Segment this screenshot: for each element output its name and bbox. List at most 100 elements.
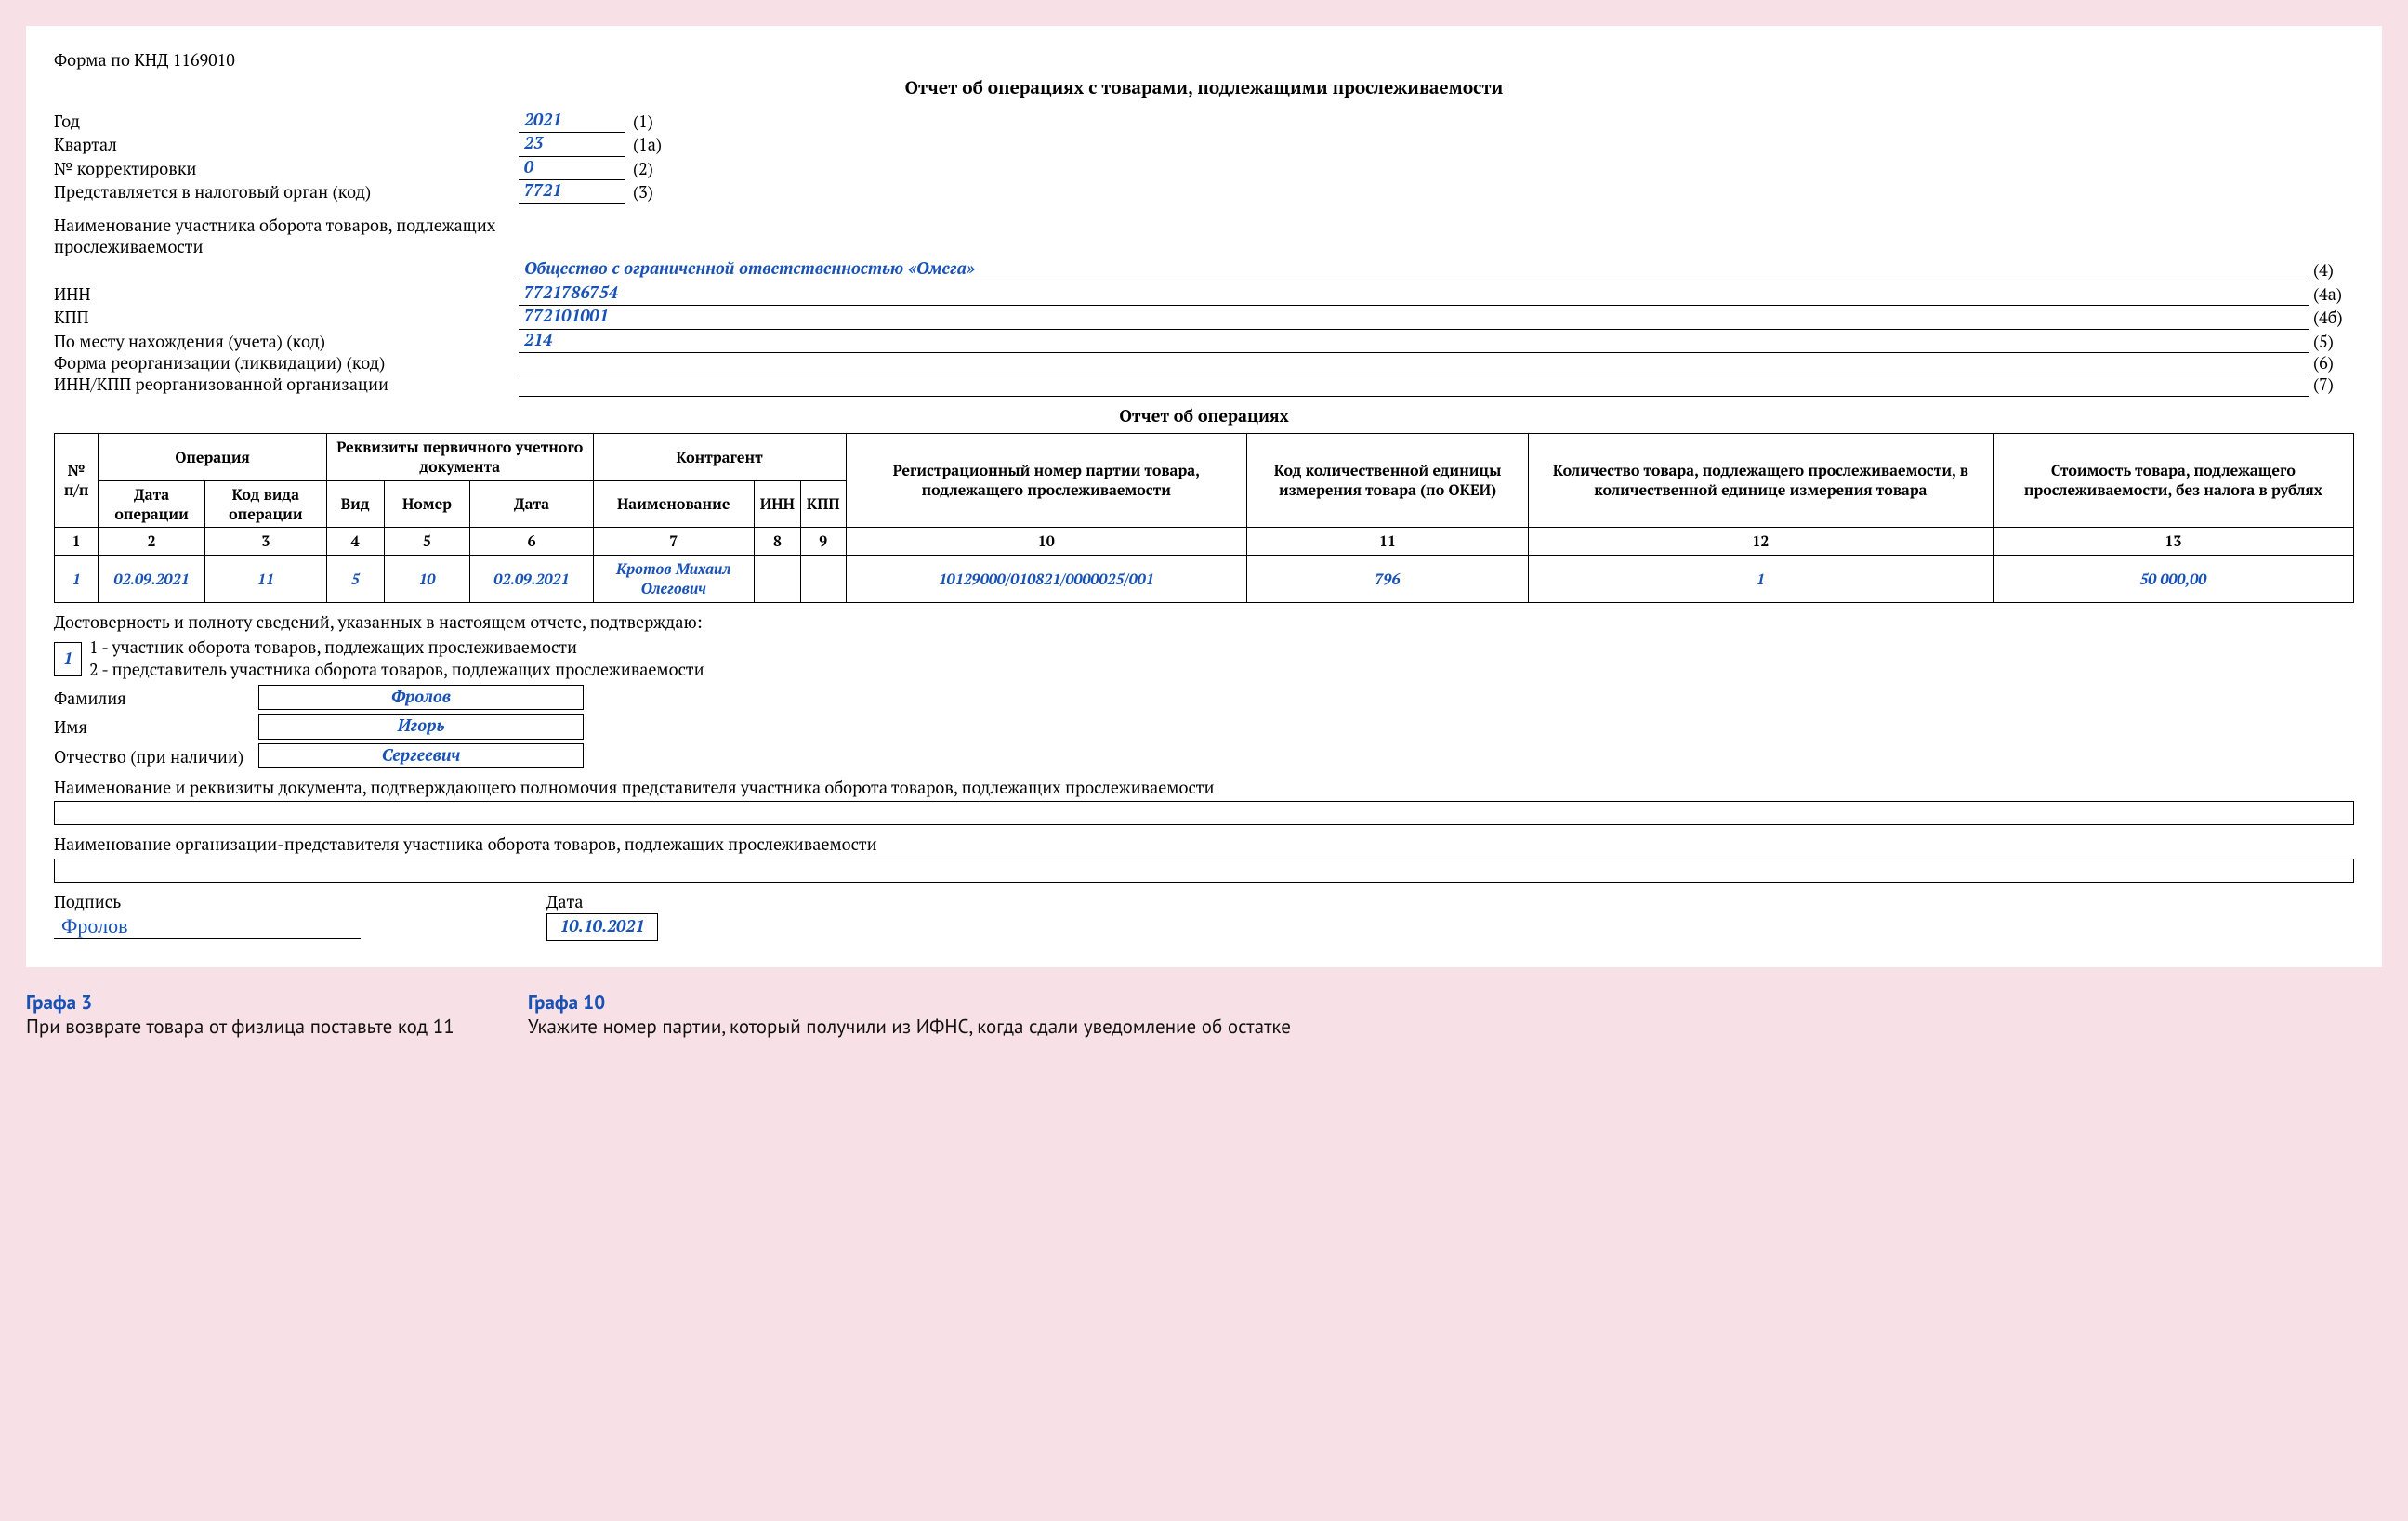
cell-c-name: Кротов Михаил Олегович	[593, 556, 754, 603]
hdr-label: № корректировки	[54, 159, 519, 180]
col-primary: Реквизиты первичного учетного документа	[326, 434, 593, 481]
hdr-label: КПП	[54, 308, 519, 329]
cell-reg: 10129000/010821/0000025/001	[846, 556, 1247, 603]
cell-op-code: 11	[204, 556, 326, 603]
hint-col10: Графа 10 Укажите номер партии, который п…	[528, 990, 1291, 1040]
cell-op-date: 02.09.2021	[99, 556, 205, 603]
hdr-label: Представляется в налоговый орган (код)	[54, 182, 519, 203]
operations-table: № п/п Операция Реквизиты первичного учет…	[54, 433, 2354, 603]
hdr-value: 2021	[519, 110, 625, 133]
colnum: 4	[326, 528, 384, 556]
confirm-text: Достоверность и полноту сведений, указан…	[54, 612, 2354, 634]
cell-unit: 796	[1247, 556, 1529, 603]
hdr-num: (4)	[2309, 260, 2354, 282]
colnum: 7	[593, 528, 754, 556]
participant-name-intro: Наименование участника оборота товаров, …	[54, 216, 519, 259]
report-title: Отчет об операциях с товарами, подлежащи…	[54, 77, 2354, 100]
hdr-value: 0	[519, 157, 625, 180]
signature-label: Подпись	[54, 892, 546, 913]
name-label: Имя	[54, 717, 258, 739]
col-op-code: Код вида операции	[204, 480, 326, 528]
colnum: 5	[384, 528, 470, 556]
org-rep-label: Наименование организации-представителя у…	[54, 834, 2354, 856]
col-operation: Операция	[99, 434, 327, 481]
colnum: 10	[846, 528, 1247, 556]
hdr-value: 214	[519, 330, 2309, 353]
colnum: 12	[1529, 528, 1994, 556]
signature-line: Фролов	[54, 913, 361, 939]
date-value: 10.10.2021	[546, 913, 658, 940]
col-qty: Количество товара, подлежащего прослежив…	[1529, 434, 1994, 528]
hdr-value: 772101001	[519, 306, 2309, 329]
col-op-date: Дата операции	[99, 480, 205, 528]
col-unit: Код коли­чественной единицы измерения то…	[1247, 434, 1529, 528]
hdr-value	[519, 377, 2309, 397]
colnum: 6	[470, 528, 593, 556]
signature-value: Фролов	[54, 914, 127, 938]
date-label: Дата	[546, 892, 732, 913]
hdr-num: (7)	[2309, 374, 2354, 396]
cell-p-kind: 5	[326, 556, 384, 603]
hint-col3: Графа 3 При возврате товара от физлица п…	[26, 990, 472, 1040]
hdr-reorg-form: Форма реорганизации (ликвидации) (код) (…	[54, 353, 2354, 374]
hdr-num: (6)	[2309, 353, 2354, 374]
hdr-reorg-inn-kpp: ИНН/КПП реорганизованной организации (7)	[54, 374, 2354, 396]
hdr-tax-auth: Представляется в налоговый орган (код) 7…	[54, 180, 2354, 203]
form-page: Форма по КНД 1169010 Отчет об операциях …	[26, 26, 2382, 967]
hdr-label: Форма реорганизации (ликвидации) (код)	[54, 353, 519, 374]
cell-qty: 1	[1529, 556, 1994, 603]
hdr-num: (1а)	[625, 135, 662, 156]
hint-title: Графа 10	[528, 990, 1291, 1015]
hdr-year: Год 2021 (1)	[54, 110, 2354, 133]
hdr-label: Год	[54, 111, 519, 133]
colnum: 8	[754, 528, 800, 556]
confirm-block: Достоверность и полноту сведений, указан…	[54, 612, 2354, 941]
col-cost: Стоимость товара, подлежащего прослежива…	[1993, 434, 2353, 528]
name-value: Игорь	[258, 714, 584, 739]
org-rep-box	[54, 859, 2354, 883]
hdr-num: (4б)	[2309, 308, 2354, 329]
hdr-correction: № корректировки 0 (2)	[54, 157, 2354, 180]
hdr-num: (3)	[625, 182, 653, 203]
ops-section-title: Отчет об операциях	[54, 406, 2354, 427]
hdr-label: По месту нахождения (учета) (код)	[54, 332, 519, 353]
col-npp: № п/п	[55, 434, 99, 528]
hdr-value	[519, 355, 2309, 374]
hdr-place: По месту нахождения (учета) (код) 214 (5…	[54, 330, 2354, 353]
hdr-value: Общество с ограниченной ответственностью…	[519, 258, 2309, 282]
table-row: 1 02.09.2021 11 5 10 02.09.2021 Кротов М…	[55, 556, 2354, 603]
colnum: 3	[204, 528, 326, 556]
hints-block: Графа 3 При возврате товара от физлица п…	[0, 984, 2408, 1068]
hdr-quarter: Квартал 23 (1а)	[54, 133, 2354, 156]
hdr-value: 23	[519, 133, 625, 156]
cell-npp: 1	[55, 556, 99, 603]
colnum: 9	[800, 528, 846, 556]
colnum: 1	[55, 528, 99, 556]
cell-c-kpp	[800, 556, 846, 603]
name-value: Фролов	[258, 685, 584, 710]
hdr-label: Квартал	[54, 135, 519, 156]
hdr-value: 7721	[519, 180, 625, 203]
hint-body: Укажите номер партии, который получили и…	[528, 1015, 1291, 1039]
hint-body: При возврате товара от физлица поставьте…	[26, 1015, 472, 1039]
col-p-num: Номер	[384, 480, 470, 528]
hdr-label: ИНН/КПП реорганизованной организации	[54, 374, 519, 396]
doc-auth-label: Наименование и реквизиты документа, подт…	[54, 778, 2354, 799]
col-p-date: Дата	[470, 480, 593, 528]
form-code: Форма по КНД 1169010	[54, 50, 2354, 72]
confirm-opt1: 1 - участник оборота товаров, подлежащих…	[89, 637, 704, 659]
cell-p-num: 10	[384, 556, 470, 603]
patronymic-row: Отчество (при наличии) Сергеевич	[54, 743, 2354, 768]
cell-p-date: 02.09.2021	[470, 556, 593, 603]
doc-auth-box	[54, 801, 2354, 825]
hint-title: Графа 3	[26, 990, 472, 1015]
name-label: Фамилия	[54, 688, 258, 710]
hdr-participant-name: Общество с ограниченной ответственностью…	[54, 258, 2354, 282]
col-c-name: Наименование	[593, 480, 754, 528]
hdr-num: (2)	[625, 159, 653, 180]
hdr-kpp: КПП 772101001 (4б)	[54, 306, 2354, 329]
col-c-kpp: КПП	[800, 480, 846, 528]
hdr-num: (4а)	[2309, 284, 2354, 306]
colnum: 2	[99, 528, 205, 556]
cell-cost: 50 000,00	[1993, 556, 2353, 603]
